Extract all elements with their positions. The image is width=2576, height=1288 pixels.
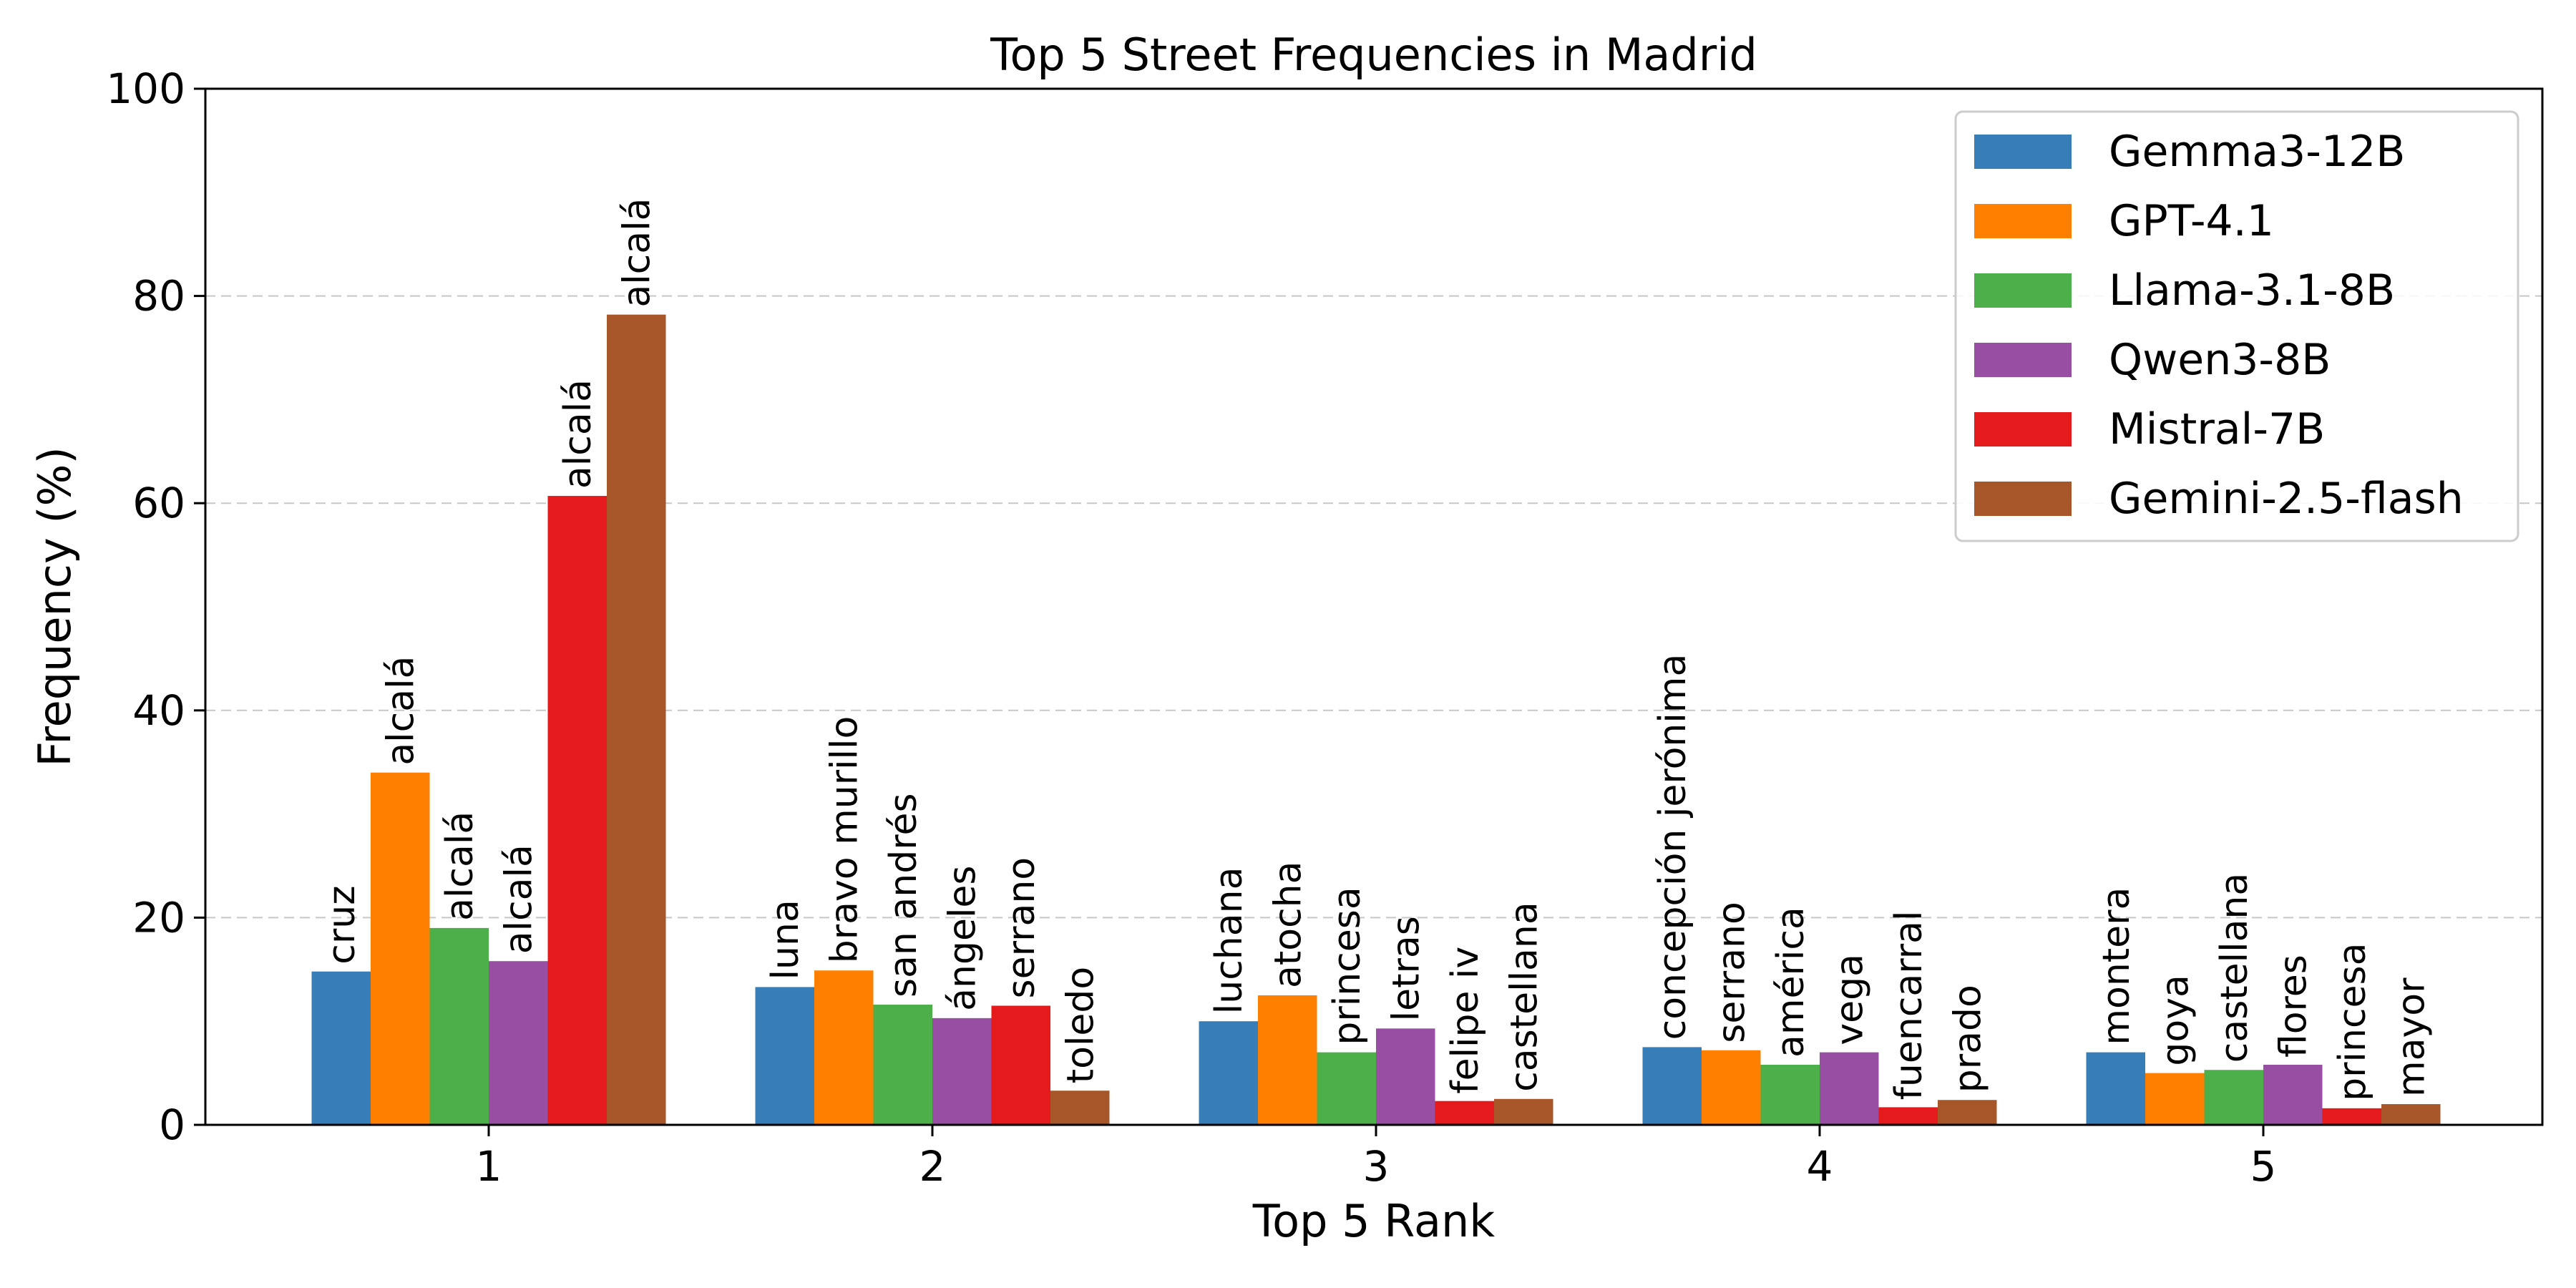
bar	[932, 1018, 992, 1125]
grid-lines	[205, 295, 2542, 919]
bar	[1702, 1050, 1761, 1125]
legend-swatch	[1974, 412, 2072, 447]
bar	[814, 970, 874, 1125]
bar-label: vega	[1828, 954, 1871, 1045]
bar	[311, 971, 371, 1125]
bar-label: goya	[2154, 975, 2197, 1065]
x-tick-label: 2	[919, 1142, 946, 1191]
bar	[2263, 1065, 2323, 1125]
bar	[991, 1005, 1050, 1125]
legend-swatch	[1974, 482, 2072, 516]
x-tick-label: 5	[2250, 1142, 2277, 1191]
bar-label: alcalá	[379, 656, 422, 766]
bar	[1820, 1052, 1879, 1125]
bar-label: princesa	[1326, 887, 1369, 1045]
y-tick-label: 100	[106, 64, 185, 113]
bar-label: princesa	[2331, 942, 2374, 1101]
bar-label: luchana	[1208, 867, 1251, 1015]
bars	[311, 314, 2441, 1125]
y-tick-label: 60	[132, 479, 185, 527]
bar	[1050, 1091, 1110, 1125]
y-axis-label: Frequency (%)	[29, 447, 81, 766]
bar	[371, 772, 430, 1125]
bar	[1938, 1100, 1997, 1125]
bar	[1258, 995, 1317, 1125]
y-tick-label: 40	[132, 686, 185, 735]
chart-title: Top 5 Street Frequencies in Madrid	[990, 29, 1757, 81]
bar	[489, 961, 548, 1125]
bar-labels: cruz luna luchana concepción jerónima monter…	[321, 198, 2434, 1101]
bar-label: alcalá	[497, 844, 540, 954]
legend-entry: Qwen3-8B	[2109, 335, 2331, 385]
bar-label: prado	[1946, 985, 1989, 1093]
bar-label: alcalá	[557, 379, 600, 489]
bar	[1760, 1065, 1820, 1125]
legend-swatch	[1974, 343, 2072, 377]
y-axis: 0 20 40 60 80 100	[106, 64, 205, 1149]
bar-label: concepción jerónima	[1652, 654, 1694, 1040]
bar-label: serrano	[1000, 857, 1043, 999]
bar-label: serrano	[1710, 902, 1753, 1043]
bar-label: alcalá	[439, 811, 482, 921]
bar-label: ángeles	[941, 865, 984, 1010]
bar-label: américa	[1770, 907, 1813, 1058]
bar-label: bravo murillo	[823, 716, 866, 964]
bar	[2322, 1108, 2381, 1125]
bar-label: castellana	[2213, 873, 2256, 1063]
plot-frame	[204, 87, 2544, 1126]
bar	[547, 496, 607, 1125]
bar-label: felipe iv	[1444, 947, 1487, 1094]
x-tick-label: 3	[1363, 1142, 1390, 1191]
legend-entry: Gemma3-12B	[2109, 127, 2405, 177]
bar-label: castellana	[1503, 902, 1546, 1092]
legend-box	[1954, 110, 2519, 542]
legend-entry: Llama-3.1-8B	[2109, 265, 2395, 316]
bar-label: luna	[764, 899, 807, 980]
legend-swatch	[1974, 204, 2072, 238]
legend-entry: Mistral-7B	[2109, 404, 2325, 454]
x-tick-label: 1	[476, 1142, 502, 1191]
legend-swatch	[1974, 135, 2072, 169]
x-axis-label: Top 5 Rank	[1252, 1195, 1495, 1247]
bar-label: mayor	[2390, 977, 2433, 1097]
x-axis: 1 2 3 4 5	[476, 1125, 2277, 1191]
bar	[2204, 1070, 2263, 1125]
bar	[607, 314, 666, 1125]
x-tick-label: 4	[1807, 1142, 1833, 1191]
bar	[1435, 1101, 1494, 1125]
bar-label: san andrés	[882, 793, 925, 997]
bar	[2086, 1052, 2145, 1125]
bar-label: cruz	[321, 885, 364, 964]
bar	[1317, 1052, 1376, 1125]
y-tick-label: 20	[132, 893, 185, 942]
legend-swatch	[1974, 273, 2072, 308]
y-tick-label: 80	[132, 272, 185, 321]
bar-label: flores	[2272, 955, 2315, 1058]
bar	[1878, 1107, 1938, 1125]
y-tick-label: 0	[159, 1101, 185, 1149]
bar	[755, 987, 814, 1125]
bar-label: fuencarral	[1888, 911, 1931, 1101]
bar-label: montera	[2095, 887, 2138, 1045]
bar	[1199, 1021, 1258, 1125]
bar	[1494, 1098, 1553, 1125]
bar	[429, 927, 489, 1125]
legend-entry: GPT-4.1	[2109, 196, 2274, 246]
legend: Gemma3-12B GPT-4.1 Llama-3.1-8B Qwen3-8B Mis…	[1954, 110, 2519, 542]
bar-label: toledo	[1059, 967, 1102, 1083]
bar-label: alcalá	[615, 198, 658, 308]
bar	[873, 1005, 932, 1125]
bar	[1642, 1047, 1702, 1125]
bar	[2145, 1073, 2205, 1125]
bar	[1376, 1028, 1435, 1125]
legend-entry: Gemini-2.5-flash	[2109, 474, 2464, 524]
bar-label: atocha	[1267, 862, 1309, 988]
bar	[2381, 1104, 2441, 1125]
bar-label: letras	[1385, 916, 1428, 1021]
